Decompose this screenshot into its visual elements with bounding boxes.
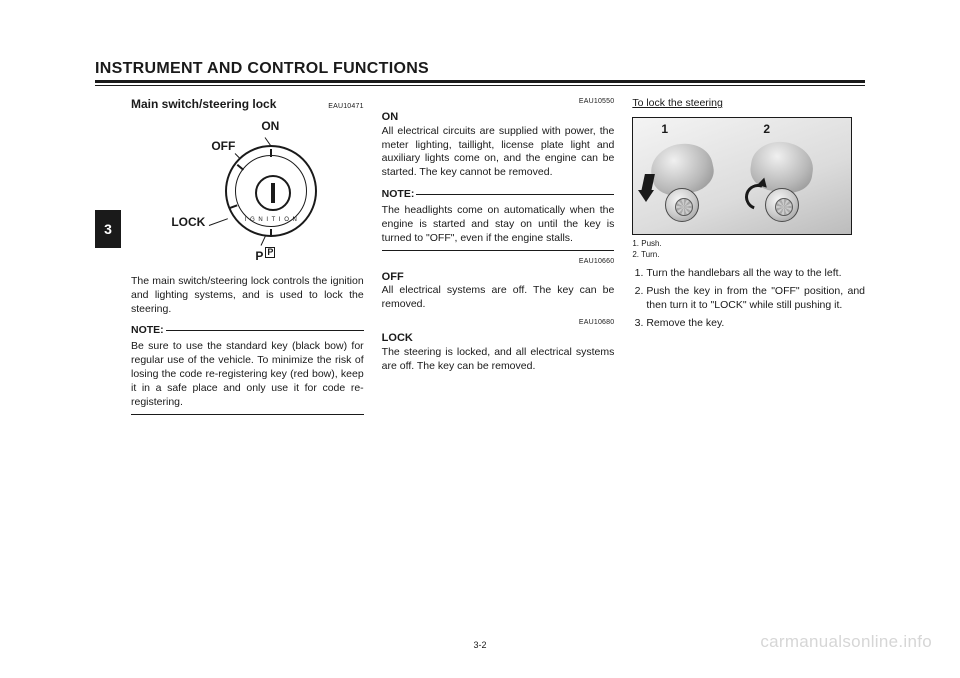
column-2: EAU10550 ON All electrical circuits are … bbox=[382, 97, 615, 421]
label-lock: LOCK bbox=[171, 215, 205, 231]
off-text: All electrical systems are off. The key … bbox=[382, 284, 615, 312]
note-label: NOTE: bbox=[131, 324, 164, 338]
ignition-cap-left bbox=[665, 188, 699, 222]
dial-core bbox=[255, 175, 291, 211]
page: INSTRUMENT AND CONTROL FUNCTIONS 3 Main … bbox=[0, 0, 960, 678]
dial-tick bbox=[237, 164, 244, 171]
label-p-text: P bbox=[255, 249, 263, 263]
leader-lock bbox=[209, 218, 228, 226]
ignition-dial: I G N I T I O N bbox=[225, 145, 317, 237]
code-row-off: EAU10660 bbox=[382, 257, 615, 266]
lock-steering-illustration: 1 2 bbox=[632, 117, 852, 235]
watermark: carmanualsonline.info bbox=[760, 632, 932, 652]
dial-tick bbox=[270, 149, 272, 157]
illustration-caption: 1. Push. 2. Turn. bbox=[632, 239, 865, 261]
caption-line-2: 2. Turn. bbox=[632, 250, 865, 261]
note-rule bbox=[416, 194, 614, 195]
doc-code: EAU10471 bbox=[328, 102, 363, 111]
note-paragraph: Be sure to use the standard key (black b… bbox=[131, 340, 364, 409]
key-slot bbox=[271, 183, 275, 203]
callout-1: 1 bbox=[661, 122, 668, 138]
on-text: All electrical circuits are supplied wit… bbox=[382, 125, 615, 180]
dial-tick bbox=[230, 204, 238, 209]
step-2: Push the key in from the "OFF" position,… bbox=[646, 285, 865, 313]
ignition-switch-diagram: ON OFF LOCK PP I G N I T I O N bbox=[157, 117, 337, 267]
column-3: To lock the steering 1 2 1. Push. 2. Tur… bbox=[632, 97, 865, 421]
content-columns: Main switch/steering lock EAU10471 ON OF… bbox=[131, 93, 865, 421]
chapter-tab: 3 bbox=[95, 210, 121, 248]
note-label: NOTE: bbox=[382, 188, 415, 202]
doc-code: EAU10550 bbox=[579, 97, 614, 106]
note-end-rule bbox=[382, 250, 615, 251]
note-rule bbox=[166, 330, 364, 331]
dial-tick bbox=[270, 229, 272, 237]
intro-paragraph: The main switch/steering lock controls t… bbox=[131, 275, 364, 317]
label-p: PP bbox=[255, 247, 275, 265]
step-3: Remove the key. bbox=[646, 317, 865, 331]
section-title: INSTRUMENT AND CONTROL FUNCTIONS bbox=[95, 60, 865, 78]
step-1: Turn the handlebars all the way to the l… bbox=[646, 267, 865, 281]
code-row-lock: EAU10680 bbox=[382, 318, 615, 327]
doc-code: EAU10660 bbox=[579, 257, 614, 266]
label-off: OFF bbox=[211, 139, 235, 155]
on-heading: ON bbox=[382, 110, 615, 125]
lock-steering-heading: To lock the steering bbox=[632, 97, 865, 111]
note-paragraph: The headlights come on automatically whe… bbox=[382, 204, 615, 246]
caption-line-1: 1. Push. bbox=[632, 239, 865, 250]
label-on: ON bbox=[261, 119, 279, 135]
lock-text: The steering is locked, and all electric… bbox=[382, 346, 615, 374]
dial-text: I G N I T I O N bbox=[227, 217, 315, 225]
doc-code: EAU10680 bbox=[579, 318, 614, 327]
note-row: NOTE: bbox=[382, 188, 615, 202]
note-row: NOTE: bbox=[131, 324, 364, 338]
heading-line: Main switch/steering lock EAU10471 bbox=[131, 97, 364, 113]
callout-2: 2 bbox=[763, 122, 770, 138]
main-switch-heading: Main switch/steering lock bbox=[131, 97, 276, 113]
note-end-rule bbox=[131, 414, 364, 415]
parking-icon: P bbox=[265, 247, 275, 258]
section-header: INSTRUMENT AND CONTROL FUNCTIONS bbox=[95, 60, 865, 83]
off-heading: OFF bbox=[382, 270, 615, 285]
procedure-steps: Turn the handlebars all the way to the l… bbox=[632, 267, 865, 330]
lock-heading: LOCK bbox=[382, 331, 615, 346]
code-row-on: EAU10550 bbox=[382, 97, 615, 106]
column-1: Main switch/steering lock EAU10471 ON OF… bbox=[131, 97, 364, 421]
